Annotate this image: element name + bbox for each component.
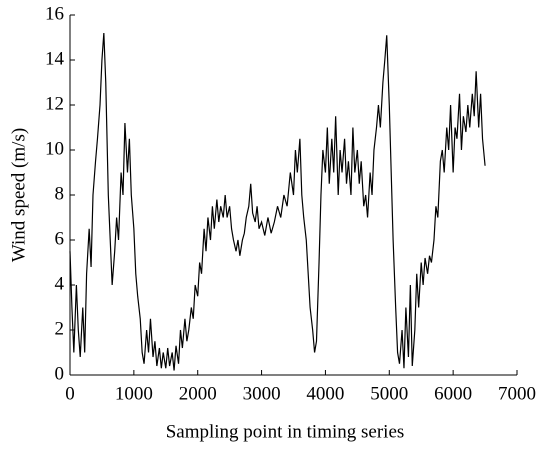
x-tick-label: 7000 (498, 383, 536, 404)
x-axis-label: Sampling point in timing series (166, 421, 405, 442)
x-tick-label: 5000 (370, 383, 408, 404)
y-tick-label: 12 (45, 93, 64, 114)
data-line (69, 32, 486, 371)
x-tick-label: 6000 (434, 383, 472, 404)
y-tick-label: 4 (55, 273, 65, 294)
y-tick-label: 10 (45, 138, 64, 159)
x-tick-label: 2000 (179, 383, 217, 404)
y-tick-label: 16 (45, 3, 64, 24)
y-tick-label: 0 (55, 363, 65, 384)
y-tick-label: 8 (55, 183, 65, 204)
x-tick-label: 0 (65, 383, 75, 404)
y-tick-label: 6 (55, 228, 65, 249)
x-tick-label: 4000 (306, 383, 344, 404)
x-tick-label: 3000 (243, 383, 281, 404)
y-tick-label: 14 (45, 48, 65, 69)
y-axis-label: Wind speed (m/s) (8, 128, 29, 262)
y-tick-label: 2 (55, 318, 65, 339)
x-tick-label: 1000 (115, 383, 153, 404)
